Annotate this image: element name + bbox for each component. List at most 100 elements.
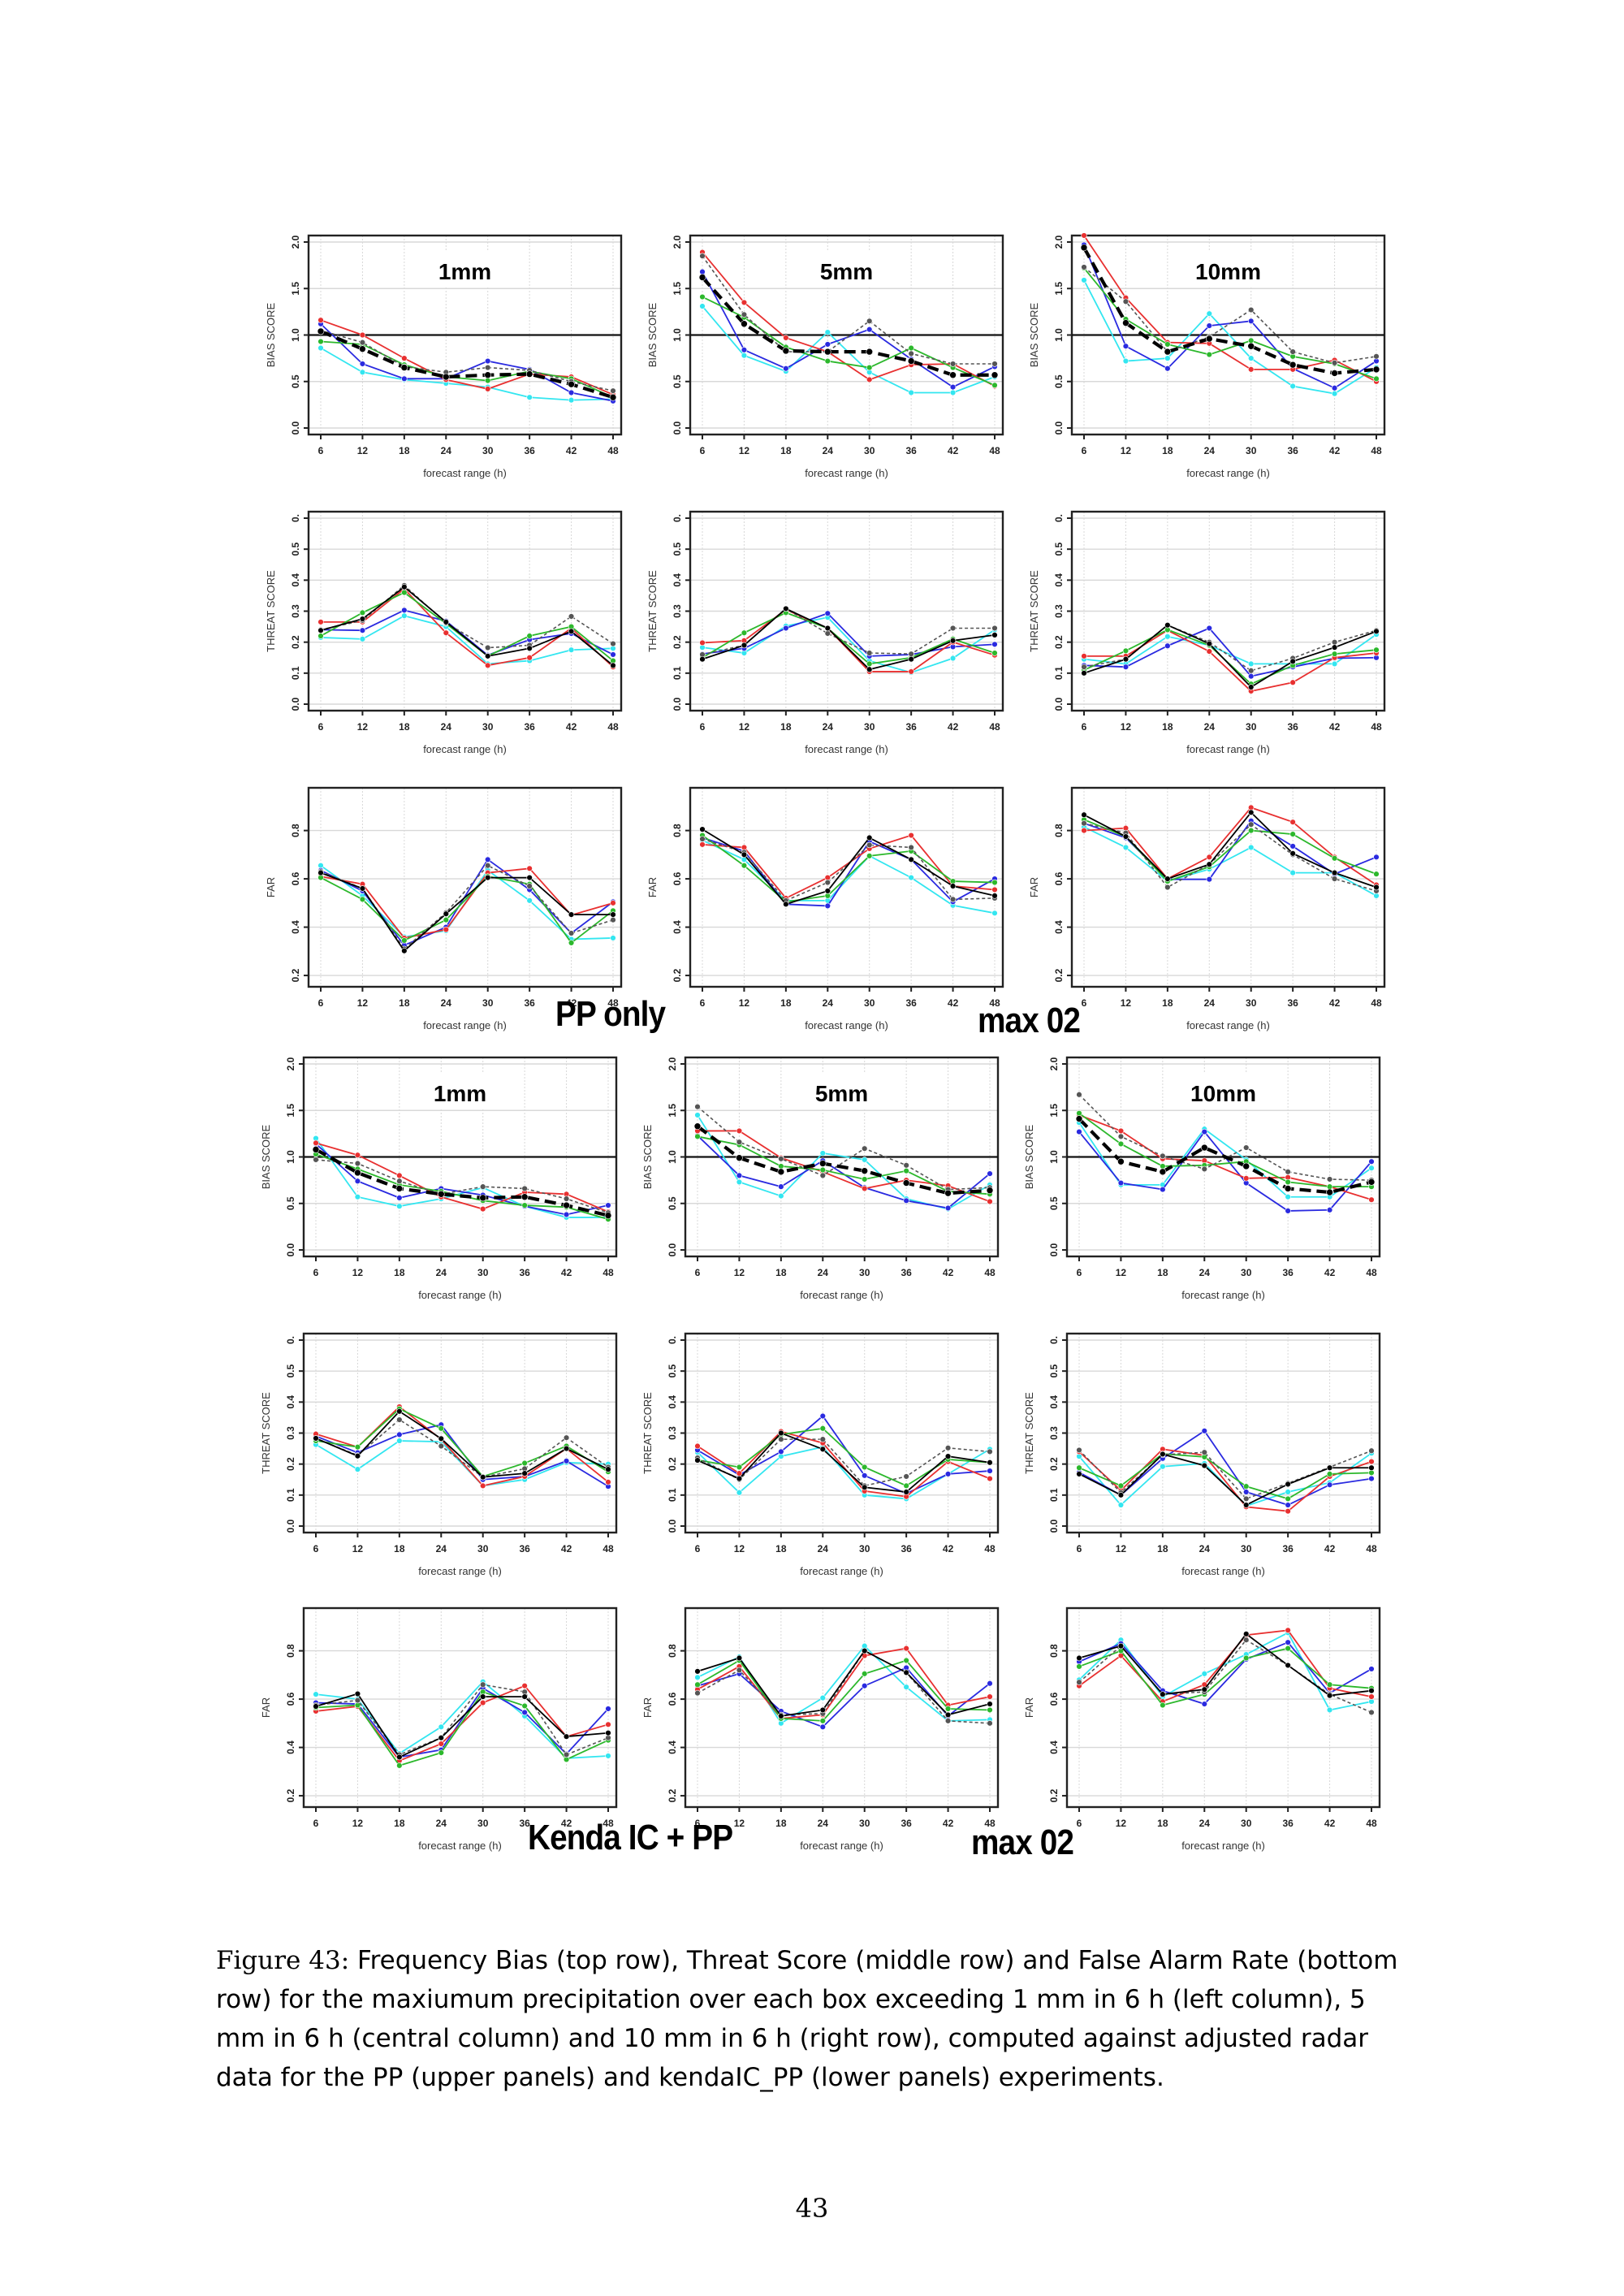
data-point <box>568 646 575 653</box>
data-point <box>694 1668 701 1675</box>
data-point <box>521 1470 528 1477</box>
data-point <box>991 371 999 379</box>
data-point <box>605 1202 611 1209</box>
x-tick-label: 42 <box>1329 997 1341 1009</box>
data-point <box>866 364 873 371</box>
x-tick-label: 24 <box>1199 1543 1211 1554</box>
x-tick-label: 24 <box>436 1818 447 1829</box>
series-black <box>1081 621 1380 690</box>
data-point <box>438 1723 444 1730</box>
x-tick-label: 36 <box>519 1543 530 1554</box>
data-point <box>1206 625 1212 632</box>
data-point <box>1117 1140 1125 1148</box>
data-point <box>866 376 873 383</box>
data-point <box>1117 1502 1125 1508</box>
series-black <box>313 1690 611 1761</box>
y-tick-label: 1.5 <box>1053 282 1065 296</box>
data-point <box>694 1689 701 1697</box>
data-point <box>442 373 450 381</box>
data-point <box>741 851 748 858</box>
y-tick-label: 0.8 <box>285 1644 296 1658</box>
series-line <box>1078 1632 1372 1711</box>
y-tick-label: 0.3 <box>1048 1426 1060 1440</box>
data-point <box>1122 343 1129 349</box>
chart-svg: 6 12 18 24 30 36 42 48 0.0 0.1 0.2 0.3 0.4 0.5 0. forec… <box>265 510 623 755</box>
series-line <box>1078 1114 1372 1201</box>
series-gray <box>694 1436 993 1490</box>
y-tick-label: 0.2 <box>667 1457 678 1471</box>
data-point <box>605 1706 611 1712</box>
x-tick-label: 6 <box>700 997 706 1009</box>
y-tick-label: 0.3 <box>285 1426 296 1440</box>
data-point <box>396 1203 403 1209</box>
y-axis-label: BIAS SCORE <box>260 1124 272 1189</box>
data-point <box>1160 1691 1166 1697</box>
y-tick-label: 0.5 <box>285 1196 296 1210</box>
data-point <box>521 1709 528 1716</box>
data-point <box>818 1160 827 1167</box>
x-tick-label: 12 <box>739 721 750 733</box>
y-tick-label: 0.6 <box>290 871 301 885</box>
data-point <box>1289 850 1296 857</box>
x-tick-label: 42 <box>1324 1818 1336 1829</box>
x-tick-label: 12 <box>739 997 750 1009</box>
data-point <box>1284 1185 1292 1192</box>
data-point <box>1081 664 1087 670</box>
data-point <box>443 916 449 923</box>
chart-kenda-ts-10mm: 6 12 18 24 30 36 42 48 0.0 0.1 0.2 0.3 0.4 0.5 0. forec… <box>1018 1325 1392 1593</box>
y-tick-label: 2.0 <box>290 235 301 249</box>
data-point <box>819 1150 826 1157</box>
data-point <box>1326 1176 1333 1183</box>
data-point <box>1164 365 1171 372</box>
x-axis-label: forecast range (h) <box>418 1840 502 1852</box>
chart-kenda-ts-5mm: 6 12 18 24 30 36 42 48 0.0 0.1 0.2 0.3 0.4 0.5 0. forec… <box>637 1325 1010 1593</box>
series-ensemble-mean <box>317 327 617 401</box>
data-point <box>991 886 998 893</box>
x-tick-label: 18 <box>1157 1267 1168 1278</box>
series-line <box>320 586 614 666</box>
data-point <box>1247 342 1255 350</box>
data-point <box>782 347 790 355</box>
data-point <box>443 619 449 625</box>
x-tick-label: 12 <box>739 445 750 456</box>
series-gray <box>699 253 998 367</box>
y-axis-label: FAR <box>641 1697 654 1718</box>
series-line <box>315 1159 609 1213</box>
data-point <box>1368 1709 1375 1716</box>
data-point <box>1076 1679 1082 1685</box>
series-line <box>320 330 614 391</box>
x-tick-label: 30 <box>1241 1818 1252 1829</box>
y-tick-label: 0.5 <box>290 543 301 556</box>
data-point <box>605 1730 611 1736</box>
x-tick-label: 30 <box>477 1818 489 1829</box>
y-tick-label: 0.2 <box>1048 1788 1060 1802</box>
data-point <box>949 625 957 632</box>
data-point <box>741 863 748 869</box>
data-point <box>1373 884 1380 891</box>
data-point <box>1122 655 1129 663</box>
data-point <box>694 1457 701 1464</box>
data-point <box>778 1183 784 1190</box>
y-tick-label: 0.5 <box>667 1196 678 1210</box>
data-point <box>1122 319 1129 326</box>
x-tick-label: 6 <box>318 721 324 733</box>
data-point <box>699 655 706 663</box>
series-line <box>1078 1122 1372 1198</box>
data-point <box>1201 1462 1207 1469</box>
data-point <box>568 628 575 635</box>
data-point <box>610 662 616 668</box>
data-point <box>866 834 873 841</box>
data-point <box>480 1681 486 1688</box>
plot-frame <box>684 1606 1000 1809</box>
x-tick-label: 18 <box>399 997 410 1009</box>
data-point <box>1368 1469 1375 1477</box>
data-point <box>1117 1482 1125 1490</box>
data-point <box>359 616 366 622</box>
y-tick-label: 0.0 <box>1053 421 1065 435</box>
x-axis-label: forecast range (h) <box>423 467 507 479</box>
data-point <box>778 1156 784 1162</box>
y-axis-label: THREAT SCORE <box>260 1392 272 1474</box>
y-tick-label: 0.3 <box>672 604 683 618</box>
data-point <box>908 651 914 657</box>
x-tick-label: 48 <box>1371 721 1382 733</box>
